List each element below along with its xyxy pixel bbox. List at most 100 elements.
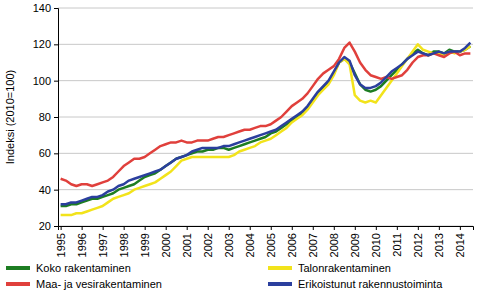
legend-swatch [6, 266, 30, 270]
grid-line [58, 117, 473, 118]
x-tick-label: 2000 [160, 233, 172, 257]
x-tick: 2011 [391, 226, 403, 257]
y-tick: 60 [39, 147, 58, 159]
grid-line [58, 8, 473, 9]
legend-item: Erikoistunut rakennustoiminta [268, 278, 443, 290]
x-tick-label: 2003 [223, 233, 235, 257]
series-line [61, 43, 471, 205]
x-tick: 2012 [412, 226, 424, 257]
chart-container: 20 40 60 80 100 120 140 1995 1996 1997 1998 1999 200… [0, 0, 493, 304]
legend-label: Erikoistunut rakennustoiminta [298, 278, 443, 290]
legend-label: Talonrakentaminen [298, 262, 391, 274]
y-tick-label: 80 [39, 111, 51, 123]
x-tick-mark [82, 226, 83, 230]
legend-swatch [268, 282, 292, 286]
x-tick-mark [355, 226, 356, 230]
y-tick: 40 [39, 184, 58, 196]
x-tick-mark [124, 226, 125, 230]
x-tick: 2007 [307, 226, 319, 257]
x-tick: 2003 [223, 226, 235, 257]
legend-item: Koko rakentaminen [6, 262, 131, 274]
grid [58, 8, 473, 226]
x-tick-mark [166, 226, 167, 230]
x-tick-mark [250, 226, 251, 230]
series-line [61, 44, 471, 215]
x-tick-mark [397, 226, 398, 230]
y-axis-title: Indeksi (2010=100) [4, 70, 16, 164]
y-tick-mark [54, 153, 58, 154]
x-tick-mark [61, 226, 62, 230]
x-tick: 2014 [454, 226, 466, 257]
x-tick: 2000 [160, 226, 172, 257]
x-tick-label: 2002 [202, 233, 214, 257]
y-tick-mark [54, 226, 58, 227]
y-tick-label: 20 [39, 220, 51, 232]
grid-line [58, 80, 473, 81]
y-tick-label: 60 [39, 147, 51, 159]
y-tick: 120 [33, 38, 58, 50]
x-tick-label: 2009 [349, 233, 361, 257]
y-tick-mark [54, 8, 58, 9]
x-axis-line [59, 227, 474, 231]
x-tick-mark [229, 226, 230, 230]
x-tick: 2005 [265, 226, 277, 257]
y-tick-mark [54, 190, 58, 191]
x-tick: 2008 [328, 226, 340, 257]
y-tick: 100 [33, 75, 58, 87]
y-tick: 20 [39, 220, 58, 232]
x-tick-mark [271, 226, 272, 230]
x-tick-mark [103, 226, 104, 230]
x-tick-mark [208, 226, 209, 230]
x-tick-mark [376, 226, 377, 230]
x-tick-mark [187, 226, 188, 230]
x-tick: 2006 [286, 226, 298, 257]
y-axis-line [54, 9, 59, 227]
x-tick-mark [460, 226, 461, 230]
x-tick-label: 2012 [412, 233, 424, 257]
x-tick: 2001 [181, 226, 193, 257]
y-tick-label: 40 [39, 184, 51, 196]
x-tick-label: 2004 [244, 233, 256, 257]
x-tick: 2009 [349, 226, 361, 257]
legend-item: Maa- ja vesirakentaminen [6, 278, 162, 290]
x-tick-label: 1995 [55, 233, 67, 257]
chart-svg: 20 40 60 80 100 120 140 1995 1996 1997 1998 1999 200… [0, 0, 493, 304]
x-tick-label: 2011 [391, 233, 403, 257]
y-tick-mark [54, 44, 58, 45]
x-tick-mark [313, 226, 314, 230]
legend-item: Talonrakentaminen [268, 262, 391, 274]
x-tick: 1997 [97, 226, 109, 257]
x-tick-label: 2005 [265, 233, 277, 257]
x-tick: 2010 [370, 226, 382, 257]
x-tick-label: 2008 [328, 233, 340, 257]
x-tick-mark [418, 226, 419, 230]
x-tick-label: 2013 [433, 233, 445, 257]
x-axis: 1995 1996 1997 1998 1999 2000 2001 2002 2003 2004… [55, 226, 474, 257]
x-tick: 1999 [139, 226, 151, 257]
x-tick: 2002 [202, 226, 214, 257]
x-tick-label: 2010 [370, 233, 382, 257]
legend-label: Maa- ja vesirakentaminen [36, 278, 162, 290]
y-tick-label: 140 [33, 2, 51, 14]
y-tick-label: 120 [33, 38, 51, 50]
x-tick-label: 1996 [76, 233, 88, 257]
x-tick-mark [439, 226, 440, 230]
x-tick-mark [292, 226, 293, 230]
x-tick-mark [334, 226, 335, 230]
y-tick: 140 [33, 2, 58, 14]
x-tick-label: 1998 [118, 233, 130, 257]
x-tick-label: 2006 [286, 233, 298, 257]
legend: Koko rakentaminen Talonrakentaminen Maa- j… [6, 262, 443, 290]
x-tick-label: 2014 [454, 233, 466, 257]
x-tick: 1996 [76, 226, 88, 257]
lines [61, 43, 471, 216]
x-tick-label: 2001 [181, 233, 193, 257]
x-tick-label: 2007 [307, 233, 319, 257]
grid-line [58, 44, 473, 45]
x-tick-label: 1999 [139, 233, 151, 257]
x-tick: 2013 [433, 226, 445, 257]
legend-label: Koko rakentaminen [36, 262, 131, 274]
legend-swatch [268, 266, 292, 270]
x-tick: 1995 [55, 226, 67, 257]
legend-swatch [6, 282, 30, 286]
